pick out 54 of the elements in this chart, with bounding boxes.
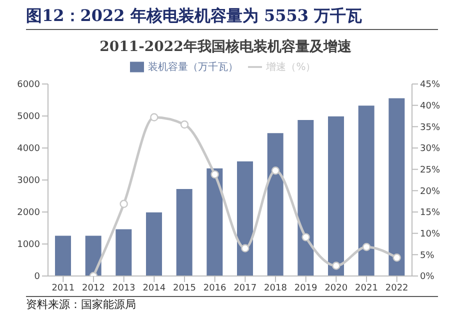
x-tick-label: 2018: [264, 283, 288, 294]
y2-tick-label: 30%: [420, 144, 440, 154]
y-tick-label: 6000: [17, 80, 40, 90]
point: [362, 242, 371, 252]
y2-tick-label: 35%: [420, 122, 440, 133]
y-tick-label: 5000: [17, 112, 40, 122]
x-tick-label: 2015: [173, 283, 196, 294]
x-tick-label: 2016: [203, 283, 227, 294]
y2-tick-label: 5%: [420, 250, 435, 261]
bar: [146, 212, 162, 276]
y-tick-label: 1000: [17, 240, 40, 250]
x-tick-label: 2013: [112, 283, 136, 294]
y2-tick-label: 15%: [420, 208, 440, 218]
x-tick-label: 2021: [355, 283, 378, 294]
y2-tick-label: 10%: [420, 230, 440, 240]
point: [271, 166, 280, 175]
bar: [55, 236, 71, 276]
point: [392, 254, 401, 262]
x-tick-label: 2012: [82, 283, 105, 294]
y-tick-label: 4000: [17, 144, 40, 154]
bar: [206, 168, 223, 276]
bar: [116, 229, 132, 276]
legend-label: 装机容量（万千瓦）: [148, 62, 238, 73]
x-tick-label: 2014: [142, 283, 166, 294]
bar: [298, 120, 314, 276]
bar: [358, 106, 374, 276]
x-tick-label: 2019: [294, 283, 318, 294]
point: [180, 120, 189, 129]
bar: [176, 189, 192, 276]
point: [332, 262, 340, 270]
bar: [388, 98, 405, 276]
text: 资料来源：国家能源局: [26, 297, 438, 312]
x-tick-label: 2011: [52, 283, 75, 294]
bar: [328, 116, 344, 276]
point: [120, 200, 128, 208]
y2-tick-label: 45%: [420, 80, 440, 90]
point: [210, 170, 219, 179]
chart-subtitle: 2011-2022年我国核电装机容量及增速: [98, 38, 352, 56]
y-tick-label: 0: [34, 272, 40, 282]
y-tick-label: 3000: [17, 176, 40, 186]
point: [241, 244, 250, 252]
x-tick-label: 2020: [324, 283, 348, 294]
point: [150, 113, 158, 122]
chart-title: 图12：2022 年核电装机容量为 5553 万千瓦: [26, 6, 438, 30]
point: [302, 233, 310, 242]
x-tick-label: 2022: [385, 283, 408, 294]
bar: [237, 161, 253, 276]
y2-tick-label: 20%: [420, 186, 440, 197]
y2-tick-label: 25%: [420, 166, 440, 176]
x-tick-label: 2017: [234, 283, 257, 294]
y2-tick-label: 0%: [420, 272, 435, 282]
bar: [267, 133, 284, 276]
y-tick-label: 2000: [17, 208, 40, 218]
y2-tick-label: 40%: [420, 102, 440, 112]
